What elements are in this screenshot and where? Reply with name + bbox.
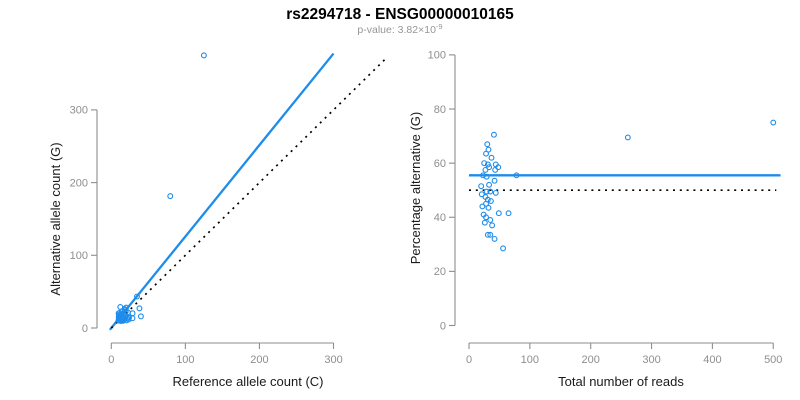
y-tick-label: 100 bbox=[428, 50, 446, 62]
data-point bbox=[487, 198, 494, 204]
y-axis-title: Alternative allele count (G) bbox=[48, 142, 63, 295]
y-tick-label: 0 bbox=[82, 323, 88, 335]
data-point bbox=[129, 315, 136, 322]
data-point bbox=[136, 305, 143, 312]
x-tick-label: 200 bbox=[250, 354, 268, 366]
data-point bbox=[484, 141, 491, 148]
data-point bbox=[489, 222, 496, 229]
identity-line bbox=[110, 56, 388, 329]
y-axis-title: Percentage alternative (G) bbox=[408, 112, 423, 264]
data-point bbox=[120, 317, 127, 324]
y-tick-label: 20 bbox=[434, 266, 446, 278]
x-tick-label: 200 bbox=[582, 354, 600, 366]
p-value-text: p-value: 3.82×10 bbox=[357, 24, 436, 36]
data-point bbox=[485, 204, 492, 211]
data-point bbox=[134, 293, 140, 300]
data-point bbox=[484, 161, 491, 168]
data-point bbox=[481, 219, 488, 226]
data-point bbox=[200, 52, 207, 59]
data-point bbox=[505, 210, 512, 217]
data-point bbox=[488, 154, 495, 161]
data-point bbox=[478, 191, 485, 198]
data-point bbox=[481, 160, 488, 167]
x-axis-title: Reference allele count (C) bbox=[172, 374, 323, 389]
x-tick-label: 300 bbox=[324, 354, 342, 366]
x-tick-label: 0 bbox=[108, 354, 114, 366]
y-tick-label: 100 bbox=[70, 250, 88, 262]
data-point bbox=[495, 210, 502, 217]
data-point bbox=[482, 166, 489, 173]
data-point bbox=[487, 231, 494, 238]
y-tick-label: 60 bbox=[434, 158, 446, 170]
data-point bbox=[483, 173, 490, 180]
y-tick-label: 300 bbox=[70, 105, 88, 117]
y-tick-label: 40 bbox=[434, 212, 446, 224]
x-axis-title: Total number of reads bbox=[558, 374, 684, 389]
x-tick-label: 400 bbox=[703, 354, 721, 366]
x-tick-label: 100 bbox=[176, 354, 194, 366]
data-point bbox=[486, 181, 493, 188]
x-tick-label: 100 bbox=[521, 354, 539, 366]
fit-line bbox=[108, 52, 335, 331]
data-point bbox=[492, 189, 499, 196]
data-point bbox=[492, 166, 499, 173]
p-value-exponent: -9 bbox=[436, 22, 443, 31]
data-point bbox=[483, 150, 489, 157]
y-tick-label: 0 bbox=[440, 320, 446, 332]
data-point bbox=[167, 193, 174, 200]
data-point bbox=[490, 131, 497, 138]
data-point bbox=[486, 164, 493, 171]
data-point bbox=[478, 183, 485, 190]
y-tick-label: 80 bbox=[434, 104, 446, 116]
right-scatter-panel: 0 20 40 60 80 100 0 100 200 300 400 500 Total number… bbox=[408, 50, 782, 389]
data-point bbox=[491, 177, 498, 184]
data-point bbox=[487, 217, 494, 223]
data-point bbox=[480, 172, 486, 179]
data-point bbox=[484, 231, 491, 238]
x-tick-label: 300 bbox=[642, 354, 660, 366]
data-point bbox=[137, 313, 144, 320]
data-point bbox=[770, 119, 777, 126]
x-tick-label: 0 bbox=[466, 354, 472, 366]
data-point bbox=[483, 188, 490, 195]
data-point bbox=[513, 172, 520, 179]
y-tick-label: 200 bbox=[70, 177, 88, 189]
x-tick-label: 500 bbox=[764, 354, 782, 366]
figure-subtitle: p-value: 3.82×10-9 bbox=[357, 22, 442, 36]
data-point bbox=[479, 203, 486, 210]
data-point bbox=[500, 245, 507, 252]
figure-title: rs2294718 - ENSG00000010165 bbox=[286, 6, 514, 23]
data-point bbox=[487, 188, 494, 195]
data-point bbox=[129, 310, 136, 317]
data-point bbox=[491, 235, 498, 242]
data-point bbox=[483, 214, 489, 221]
data-point bbox=[624, 134, 631, 141]
